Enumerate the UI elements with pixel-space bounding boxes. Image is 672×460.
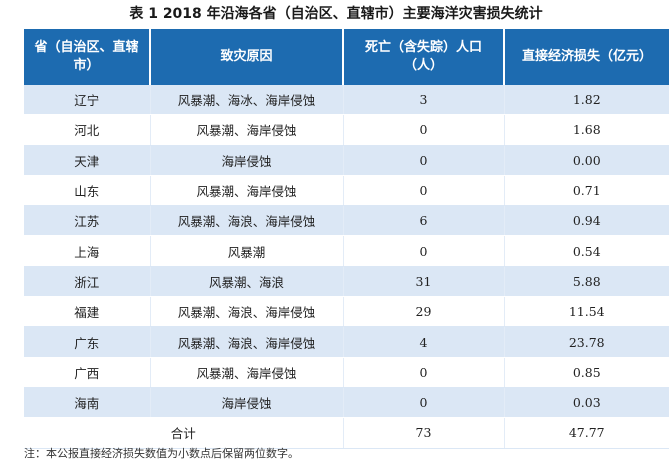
total-row: 合计 73 47.77 (24, 417, 669, 449)
cell-province: 广东 (24, 326, 150, 358)
total-label: 合计 (24, 417, 343, 449)
cell-loss: 23.78 (503, 326, 669, 358)
cell-cause: 风暴潮、海浪、海岸侵蚀 (149, 296, 343, 328)
cell-cause: 风暴潮、海冰、海岸侵蚀 (149, 85, 343, 116)
header-deaths: 死亡（含失踪）人口（人） (342, 29, 504, 85)
cell-deaths: 4 (342, 326, 504, 358)
cell-cause: 风暴潮、海岸侵蚀 (149, 175, 343, 207)
total-loss: 47.77 (503, 417, 669, 449)
cell-loss: 0.71 (503, 175, 669, 207)
cell-loss: 0.94 (503, 205, 669, 237)
cell-loss: 1.68 (503, 114, 669, 146)
cell-deaths: 31 (342, 266, 504, 298)
cell-cause: 风暴潮、海岸侵蚀 (149, 114, 343, 146)
cell-province: 福建 (24, 296, 150, 328)
cell-deaths: 29 (342, 296, 504, 328)
table-row: 江苏 风暴潮、海浪、海岸侵蚀 6 0.94 (24, 205, 669, 237)
cell-province: 天津 (24, 145, 150, 176)
cell-deaths: 0 (342, 175, 504, 207)
cell-cause: 风暴潮、海浪、海岸侵蚀 (149, 205, 343, 237)
table-row: 浙江 风暴潮、海浪 31 5.88 (24, 266, 669, 298)
cell-province: 海南 (24, 387, 150, 419)
header-loss: 直接经济损失（亿元） (503, 29, 669, 85)
cell-deaths: 0 (342, 145, 504, 176)
cell-deaths: 0 (342, 387, 504, 419)
table-row: 河北 风暴潮、海岸侵蚀 0 1.68 (24, 114, 669, 146)
cell-cause: 风暴潮、海浪 (149, 266, 343, 298)
table-row: 辽宁 风暴潮、海冰、海岸侵蚀 3 1.82 (24, 85, 669, 116)
cell-province: 广西 (24, 357, 150, 388)
cell-deaths: 3 (342, 85, 504, 116)
table-row: 广西 风暴潮、海岸侵蚀 0 0.85 (24, 357, 669, 388)
table-row: 天津 海岸侵蚀 0 0.00 (24, 145, 669, 176)
cell-province: 江苏 (24, 205, 150, 237)
cell-loss: 0.54 (503, 235, 669, 267)
cell-deaths: 0 (342, 235, 504, 267)
cell-loss: 0.03 (503, 387, 669, 419)
total-deaths: 73 (342, 417, 504, 449)
cell-cause: 风暴潮、海浪、海岸侵蚀 (149, 326, 343, 358)
cell-province: 浙江 (24, 266, 150, 298)
cell-province: 山东 (24, 175, 150, 207)
cell-province: 河北 (24, 114, 150, 146)
cell-loss: 1.82 (503, 85, 669, 116)
table-row: 上海 风暴潮 0 0.54 (24, 235, 669, 267)
table-row: 山东 风暴潮、海岸侵蚀 0 0.71 (24, 175, 669, 207)
cell-loss: 5.88 (503, 266, 669, 298)
cell-cause: 海岸侵蚀 (149, 387, 343, 419)
cell-loss: 0.85 (503, 357, 669, 388)
cell-deaths: 0 (342, 357, 504, 388)
table-caption: 表 1 2018 年沿海各省（自治区、直辖市）主要海洋灾害损失统计 (129, 6, 543, 22)
header-province: 省（自治区、直辖市） (24, 29, 150, 85)
table-row: 福建 风暴潮、海浪、海岸侵蚀 29 11.54 (24, 296, 669, 328)
cell-deaths: 0 (342, 114, 504, 146)
cell-loss: 11.54 (503, 296, 669, 328)
cell-cause: 风暴潮、海岸侵蚀 (149, 357, 343, 388)
cell-cause: 风暴潮 (149, 235, 343, 267)
disaster-loss-table: 省（自治区、直辖市） 致灾原因 死亡（含失踪）人口（人） 直接经济损失（亿元） … (24, 29, 669, 449)
table-row: 广东 风暴潮、海浪、海岸侵蚀 4 23.78 (24, 326, 669, 358)
table-row: 海南 海岸侵蚀 0 0.03 (24, 387, 669, 419)
table-header-row: 省（自治区、直辖市） 致灾原因 死亡（含失踪）人口（人） 直接经济损失（亿元） (24, 29, 669, 85)
cell-cause: 海岸侵蚀 (149, 145, 343, 176)
header-cause: 致灾原因 (149, 29, 343, 85)
cell-loss: 0.00 (503, 145, 669, 176)
cell-province: 上海 (24, 235, 150, 267)
cell-deaths: 6 (342, 205, 504, 237)
cell-province: 辽宁 (24, 85, 150, 116)
